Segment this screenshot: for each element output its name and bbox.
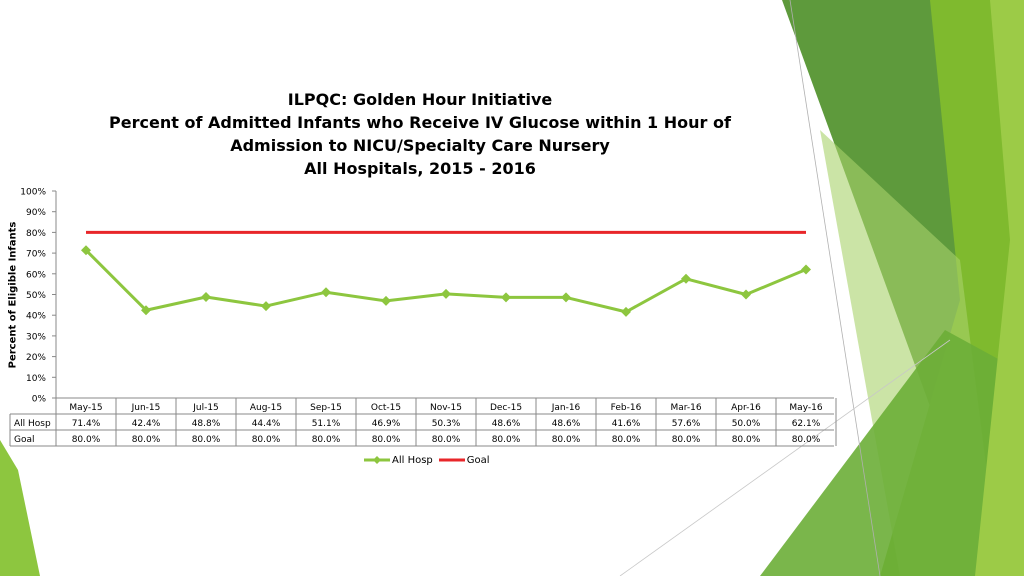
data-point-all-hosp xyxy=(81,245,91,256)
x-tick-label: Feb-16 xyxy=(611,403,642,413)
legend-label-goal: Goal xyxy=(466,454,490,466)
data-point-all-hosp xyxy=(561,292,571,303)
table-cell-value: 44.4% xyxy=(252,419,281,429)
table-cell-value: 46.9% xyxy=(372,419,401,429)
table-row-header: Goal xyxy=(14,435,35,445)
x-tick-label: Apr-16 xyxy=(731,403,761,413)
table-cell-value: 41.6% xyxy=(612,419,641,429)
legend-swatch-all-hosp xyxy=(364,454,390,466)
x-tick-label: Nov-15 xyxy=(430,403,462,413)
data-point-all-hosp xyxy=(381,295,391,306)
y-tick-label: 100% xyxy=(20,188,46,198)
y-tick-label: 80% xyxy=(26,229,46,239)
x-tick-label: Sep-15 xyxy=(310,403,342,413)
table-cell-value: 62.1% xyxy=(792,419,821,429)
legend-item-all-hosp: All Hosp xyxy=(364,454,433,466)
legend-label-all-hosp: All Hosp xyxy=(392,454,433,466)
x-tick-label: Jul-15 xyxy=(192,403,219,413)
legend-item-goal: Goal xyxy=(438,454,490,466)
data-point-all-hosp xyxy=(321,287,331,298)
table-cell-value: 80.0% xyxy=(612,435,641,445)
data-point-all-hosp xyxy=(141,305,151,316)
x-tick-label: Aug-15 xyxy=(250,403,282,413)
table-cell-value: 42.4% xyxy=(132,419,161,429)
table-cell-value: 80.0% xyxy=(132,435,161,445)
legend-swatch-goal xyxy=(438,454,465,466)
table-cell-value: 57.6% xyxy=(672,419,701,429)
y-tick-label: 90% xyxy=(26,208,46,218)
chart-title-line-3: Admission to NICU/Specialty Care Nursery xyxy=(230,136,610,155)
table-cell-value: 80.0% xyxy=(432,435,461,445)
data-point-all-hosp xyxy=(741,289,751,300)
table-cell-value: 80.0% xyxy=(72,435,101,445)
table-cell-value: 48.6% xyxy=(492,419,521,429)
series-line-all-hosp xyxy=(84,249,807,314)
table-cell-value: 80.0% xyxy=(732,435,761,445)
table-cell-value: 80.0% xyxy=(672,435,701,445)
table-cell-value: 80.0% xyxy=(372,435,401,445)
x-tick-label: Jun-15 xyxy=(131,403,161,413)
x-tick-label: May-16 xyxy=(789,403,822,413)
x-tick-label: Mar-16 xyxy=(670,403,701,413)
x-tick-label: Dec-15 xyxy=(490,403,522,413)
data-point-all-hosp xyxy=(621,306,631,317)
x-tick-label: Oct-15 xyxy=(371,403,401,413)
table-cell-value: 71.4% xyxy=(72,419,101,429)
y-tick-label: 70% xyxy=(26,250,46,260)
table-row-header: All Hosp xyxy=(14,419,51,429)
data-point-all-hosp xyxy=(441,288,451,299)
table-cell-value: 51.1% xyxy=(312,419,341,429)
table-cell-value: 80.0% xyxy=(552,435,581,445)
data-point-all-hosp xyxy=(201,291,211,302)
legend: All Hosp Goal xyxy=(364,454,496,466)
y-tick-label: 10% xyxy=(26,374,46,384)
table-cell-value: 80.0% xyxy=(312,435,341,445)
y-tick-label: 40% xyxy=(26,312,46,322)
table-cell-value: 50.0% xyxy=(732,419,761,429)
table-cell-value: 50.3% xyxy=(432,419,461,429)
x-tick-label: Jan-16 xyxy=(551,403,581,413)
data-point-all-hosp xyxy=(261,301,271,312)
data-point-all-hosp xyxy=(681,273,691,284)
x-tick-label: May-15 xyxy=(69,403,102,413)
chart-title-line-2: Percent of Admitted Infants who Receive … xyxy=(109,113,731,132)
table-cell-value: 80.0% xyxy=(252,435,281,445)
y-tick-label: 30% xyxy=(26,332,46,342)
data-point-all-hosp xyxy=(801,264,811,275)
chart-title-line-1: ILPQC: Golden Hour Initiative xyxy=(287,90,553,109)
table-cell-value: 80.0% xyxy=(492,435,521,445)
table-cell-value: 80.0% xyxy=(792,435,821,445)
data-point-all-hosp xyxy=(501,292,511,303)
y-tick-label: 50% xyxy=(26,291,46,301)
chart-title-line-4: All Hospitals, 2015 - 2016 xyxy=(304,159,536,178)
y-tick-label: 0% xyxy=(32,395,47,405)
y-tick-label: 60% xyxy=(26,270,46,280)
table-cell-value: 80.0% xyxy=(192,435,221,445)
table-cell-value: 48.6% xyxy=(552,419,581,429)
y-tick-label: 20% xyxy=(26,353,46,363)
table-cell-value: 48.8% xyxy=(192,419,221,429)
